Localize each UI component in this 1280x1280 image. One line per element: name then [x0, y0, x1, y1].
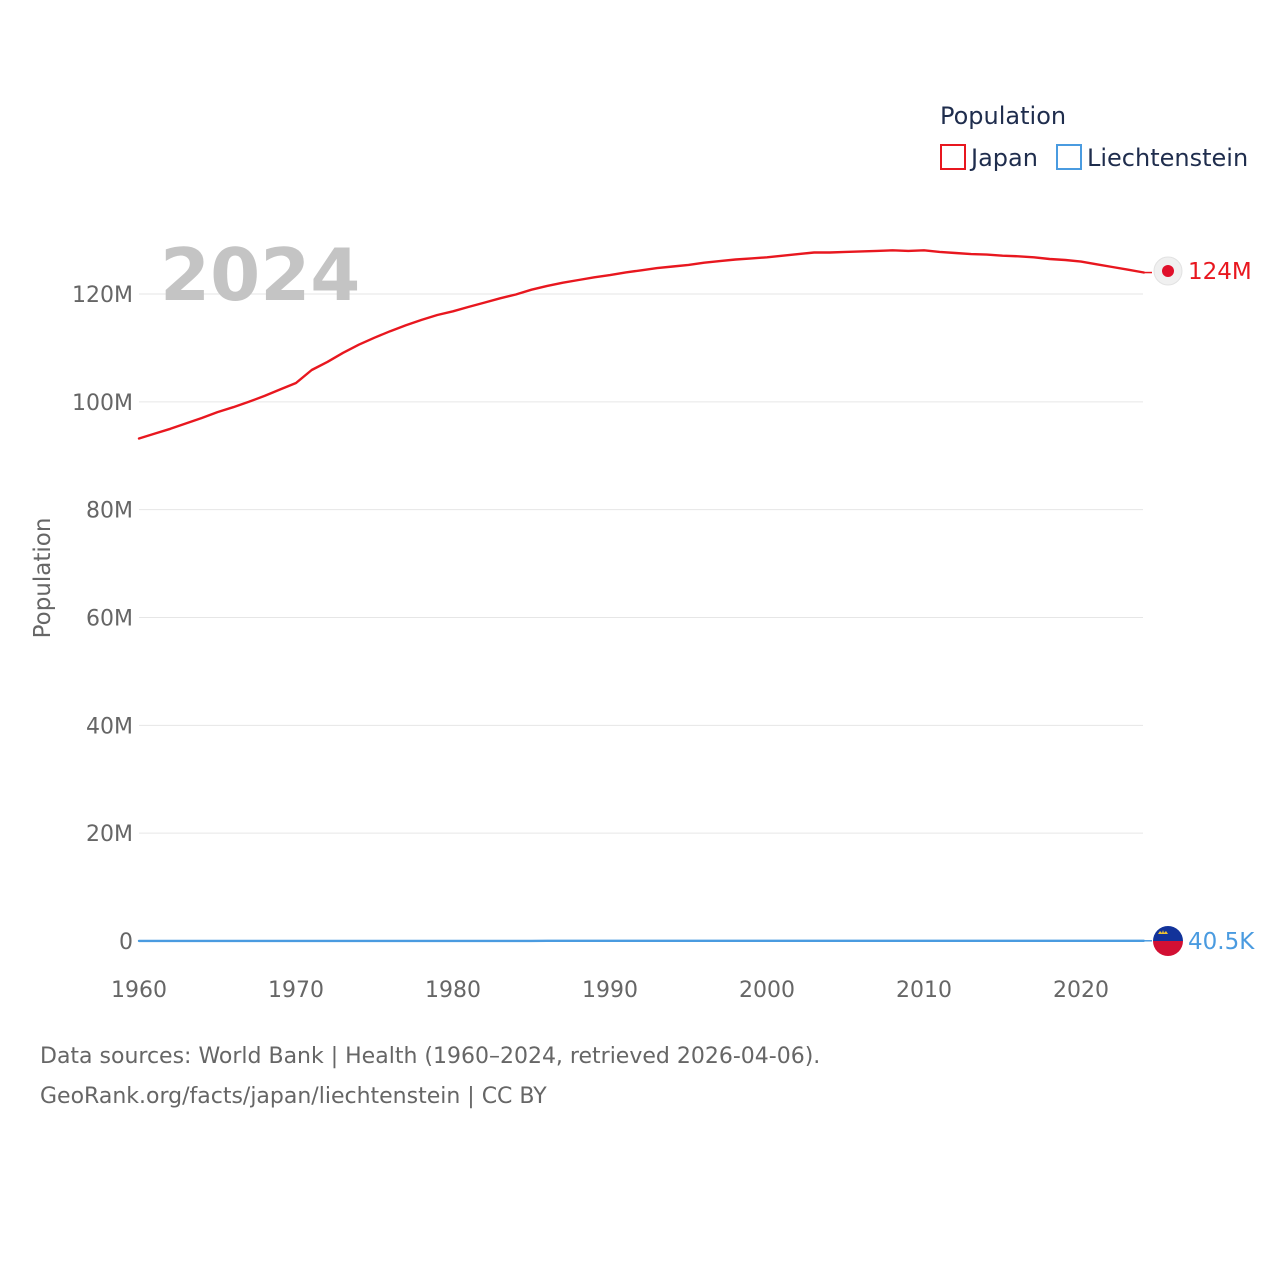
legend-item-liechtenstein[interactable]: Liechtenstein	[1056, 144, 1248, 172]
y-tick-label: 100M	[72, 391, 133, 416]
y-tick-label: 0	[119, 930, 133, 955]
y-tick-label: 80M	[86, 499, 133, 524]
x-axis-ticks: 1960 1970 1980 1990 2000 2010 2020	[111, 978, 1109, 1003]
legend-label-japan: Japan	[969, 144, 1038, 172]
legend-item-japan[interactable]: Japan	[940, 144, 1038, 172]
grid-lines	[139, 293, 1143, 942]
legend-title: Population	[940, 102, 1066, 130]
liechtenstein-flag-icon	[1153, 926, 1183, 956]
x-tick-label: 2010	[896, 978, 952, 1003]
footer-credit[interactable]: GeoRank.org/facts/japan/liechtenstein | …	[40, 1084, 547, 1109]
series-line-japan	[137, 249, 1146, 440]
x-tick-label: 1960	[111, 978, 167, 1003]
japan-end-label: 124M	[1188, 259, 1252, 285]
legend: Population Japan Liechtenstein	[940, 102, 1248, 172]
liechtenstein-flag-marker	[1153, 926, 1183, 956]
japan-flag-disc	[1162, 265, 1174, 277]
y-tick-label: 20M	[86, 822, 133, 847]
y-tick-label: 40M	[86, 714, 133, 739]
y-tick-label: 120M	[72, 283, 133, 308]
x-tick-label: 1970	[268, 978, 324, 1003]
year-watermark: 2024	[160, 233, 360, 317]
legend-swatch-liechtenstein	[1056, 144, 1082, 170]
y-tick-label: 60M	[86, 607, 133, 632]
liechtenstein-end-label: 40.5K	[1188, 929, 1255, 955]
y-axis-ticks: 0 20M 40M 60M 80M 100M 120M	[72, 283, 133, 955]
footer-sources: Data sources: World Bank | Health (1960–…	[40, 1044, 821, 1069]
x-tick-label: 2020	[1053, 978, 1109, 1003]
y-axis-title: Population	[30, 518, 56, 639]
japan-flag-marker	[1153, 256, 1183, 286]
x-tick-label: 2000	[739, 978, 795, 1003]
x-tick-label: 1980	[425, 978, 481, 1003]
legend-swatch-japan	[940, 144, 966, 170]
legend-label-liechtenstein: Liechtenstein	[1087, 144, 1248, 172]
series-lines	[137, 249, 1152, 943]
x-tick-label: 1990	[582, 978, 638, 1003]
